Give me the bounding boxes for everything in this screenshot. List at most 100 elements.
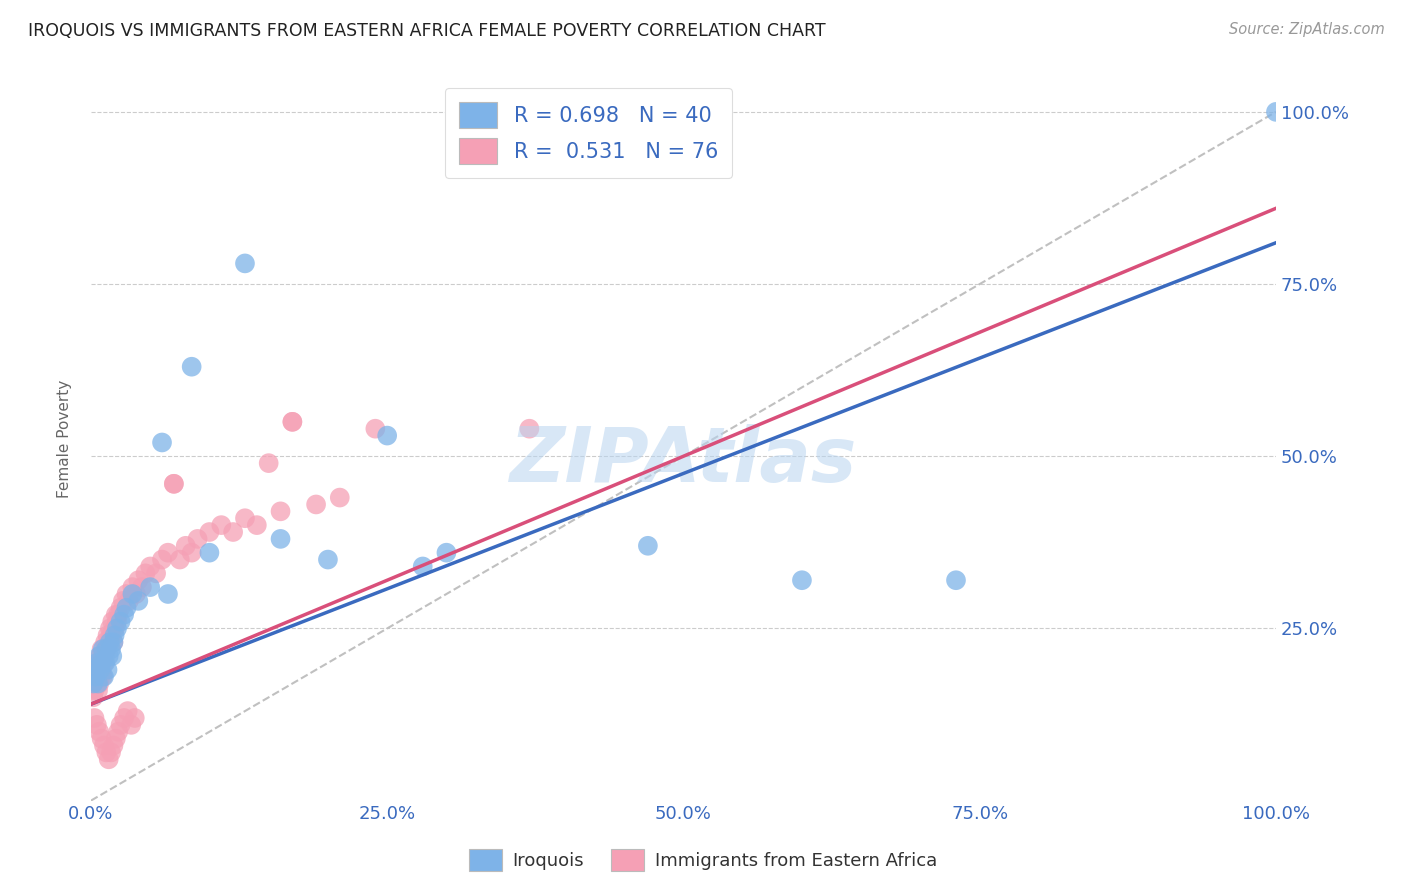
Point [83, 683, 105, 698]
Point [125, 587, 148, 601]
Point [187, 532, 209, 546]
Point [233, 256, 256, 270]
Point [412, 559, 434, 574]
Point [82, 676, 104, 690]
Point [100, 628, 122, 642]
Point [163, 476, 186, 491]
Point [100, 746, 122, 760]
Point [86, 670, 108, 684]
Point [105, 615, 128, 629]
Point [82, 690, 104, 705]
Point [91, 642, 114, 657]
Point [93, 656, 115, 670]
Point [101, 615, 124, 629]
Text: ZIPAtlas: ZIPAtlas [510, 424, 858, 498]
Point [121, 580, 143, 594]
Point [316, 552, 339, 566]
Point [127, 594, 149, 608]
Point [83, 711, 105, 725]
Point [519, 422, 541, 436]
Point [156, 546, 179, 560]
Point [305, 498, 328, 512]
Point [104, 607, 127, 622]
Point [134, 566, 156, 581]
Point [89, 648, 111, 663]
Point [89, 670, 111, 684]
Point [97, 752, 120, 766]
Point [97, 635, 120, 649]
Point [96, 642, 118, 657]
Point [87, 676, 110, 690]
Point [163, 476, 186, 491]
Point [222, 524, 245, 539]
Point [124, 711, 146, 725]
Point [94, 648, 117, 663]
Point [91, 648, 114, 663]
Point [127, 573, 149, 587]
Point [105, 622, 128, 636]
Point [436, 546, 458, 560]
Point [156, 587, 179, 601]
Point [87, 683, 110, 698]
Point [90, 656, 112, 670]
Point [100, 642, 122, 657]
Point [790, 573, 813, 587]
Point [637, 539, 659, 553]
Point [89, 676, 111, 690]
Point [329, 491, 352, 505]
Point [96, 746, 118, 760]
Point [84, 676, 107, 690]
Point [257, 456, 280, 470]
Point [112, 711, 135, 725]
Point [110, 600, 132, 615]
Point [198, 524, 221, 539]
Point [209, 518, 232, 533]
Point [94, 656, 117, 670]
Point [101, 648, 124, 663]
Point [89, 648, 111, 663]
Point [94, 635, 117, 649]
Point [89, 656, 111, 670]
Point [115, 587, 138, 601]
Point [174, 539, 197, 553]
Point [93, 670, 115, 684]
Point [104, 622, 127, 636]
Point [89, 724, 111, 739]
Point [115, 600, 138, 615]
Point [364, 422, 387, 436]
Point [180, 546, 202, 560]
Point [90, 731, 112, 746]
Legend: R = 0.698   N = 40, R =  0.531   N = 76: R = 0.698 N = 40, R = 0.531 N = 76 [444, 87, 733, 178]
Point [103, 635, 125, 649]
Point [96, 628, 118, 642]
Point [107, 724, 129, 739]
Point [98, 622, 121, 636]
Point [93, 739, 115, 753]
Point [104, 628, 127, 642]
Point [97, 648, 120, 663]
Point [145, 566, 167, 581]
Point [112, 607, 135, 622]
Point [89, 663, 111, 677]
Legend: Iroquois, Immigrants from Eastern Africa: Iroquois, Immigrants from Eastern Africa [463, 842, 943, 879]
Point [103, 739, 125, 753]
Point [150, 552, 173, 566]
Point [98, 635, 121, 649]
Point [83, 663, 105, 677]
Point [91, 670, 114, 684]
Point [118, 594, 141, 608]
Point [945, 573, 967, 587]
Point [1265, 104, 1288, 119]
Point [111, 594, 134, 608]
Point [84, 670, 107, 684]
Point [120, 718, 142, 732]
Point [375, 428, 398, 442]
Point [96, 642, 118, 657]
Point [86, 718, 108, 732]
Point [233, 511, 256, 525]
Point [86, 656, 108, 670]
Point [103, 635, 125, 649]
Point [110, 615, 132, 629]
Text: IROQUOIS VS IMMIGRANTS FROM EASTERN AFRICA FEMALE POVERTY CORRELATION CHART: IROQUOIS VS IMMIGRANTS FROM EASTERN AFRI… [28, 22, 825, 40]
Point [139, 580, 162, 594]
